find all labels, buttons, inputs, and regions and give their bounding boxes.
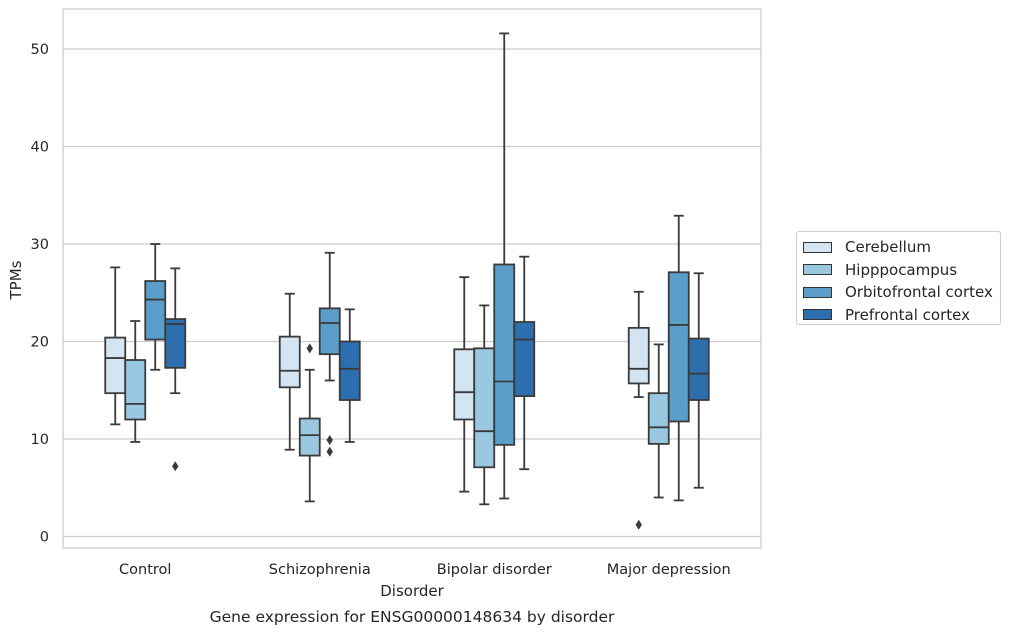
box-orbitofrontal-cortex [318,251,341,457]
legend-item-hippocampus: Hipppocampus [803,259,1000,282]
y-axis-ticks: 0 10 20 30 40 50 [31,42,49,546]
legend-item-orbitofrontal-cortex: Orbitofrontal cortex [803,281,1000,304]
chart-title: Gene expression for ENSG00000148634 by d… [210,608,615,626]
box-prefrontal-cortex [513,255,536,471]
plot-frame [62,8,762,549]
x-tick-label: Control [119,562,171,578]
legend: Cerebellum Hipppocampus Orbitofrontal co… [796,231,1001,325]
box-hipppocampus [124,320,147,443]
box-prefrontal-cortex [338,308,361,443]
legend-label: Prefrontal cortex [845,305,970,324]
iqr-box [493,263,516,446]
box-marks [104,32,710,530]
grid-lines [63,48,761,538]
legend-label: Hipppocampus [845,260,958,279]
x-tick-label: Major depression [607,562,731,578]
y-axis-label: TPMs [7,260,25,300]
outlier-point [306,343,313,354]
outlier-point [326,446,333,457]
x-tick-label: Bipolar disorder [437,562,552,578]
x-axis-label: Disorder [380,582,444,600]
y-tick-label: 10 [31,432,49,448]
iqr-box [298,417,321,457]
iqr-box [647,392,670,445]
box-cerebellum [104,266,127,426]
iqr-box [104,336,127,395]
iqr-box [278,335,301,389]
outlier-point [635,519,642,530]
legend-swatch [803,286,832,298]
iqr-box [144,280,167,341]
box-prefrontal-cortex [687,272,710,489]
y-tick-label: 50 [31,42,49,58]
y-tick-label: 20 [31,335,49,351]
legend-item-prefrontal-cortex: Prefrontal cortex [803,304,1000,327]
box-orbitofrontal-cortex [144,243,167,371]
iqr-box [513,321,536,397]
x-tick-label: Schizophrenia [269,562,371,578]
box-orbitofrontal-cortex [493,32,516,500]
y-tick-label: 40 [31,140,49,156]
iqr-box [318,307,341,356]
box-cerebellum [627,290,650,530]
legend-swatch [803,264,832,276]
iqr-box [124,359,147,421]
box-prefrontal-cortex [164,267,187,472]
legend-swatch [803,241,832,253]
box-orbitofrontal-cortex [667,214,690,502]
box-cerebellum [278,292,301,451]
y-tick-label: 0 [40,530,49,546]
box-hipppocampus [298,343,321,503]
iqr-box [627,326,650,385]
iqr-box [667,271,690,423]
iqr-box [473,347,496,469]
x-axis-ticks: Control Schizophrenia Bipolar disorder Majo… [119,562,731,578]
outlier-point [326,434,333,445]
iqr-box [687,337,710,401]
outlier-point [172,461,179,472]
legend-label: Cerebellum [845,238,931,257]
iqr-box [338,340,361,401]
box-cerebellum [453,276,476,493]
y-tick-label: 30 [31,237,49,253]
legend-swatch [803,309,832,321]
legend-label: Orbitofrontal cortex [845,283,993,302]
legend-item-cerebellum: Cerebellum [803,236,1000,259]
iqr-box [164,318,187,369]
iqr-box [453,348,476,421]
box-hipppocampus [647,343,670,499]
box-hipppocampus [473,304,496,506]
